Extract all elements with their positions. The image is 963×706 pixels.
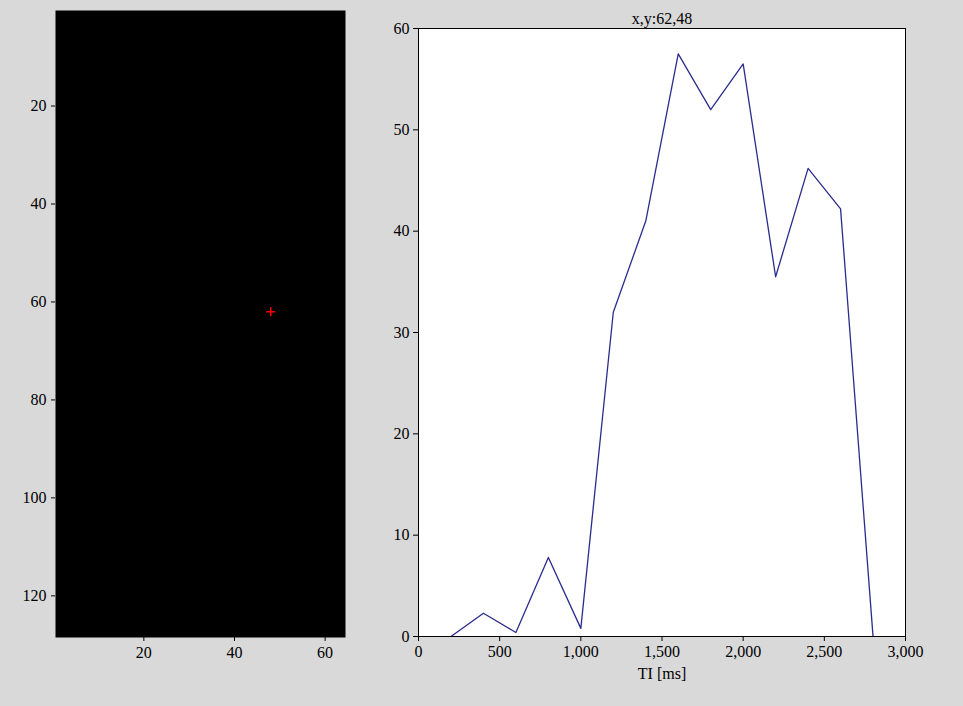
svg-text:2,000: 2,000: [725, 643, 761, 660]
svg-text:x,y:62,48: x,y:62,48: [632, 10, 692, 28]
svg-text:120: 120: [23, 587, 47, 604]
svg-text:3,000: 3,000: [888, 643, 924, 660]
svg-text:100: 100: [23, 489, 47, 506]
svg-text:80: 80: [31, 391, 47, 408]
svg-text:20: 20: [136, 644, 152, 661]
svg-text:TI [ms]: TI [ms]: [638, 665, 686, 682]
svg-text:20: 20: [31, 97, 47, 114]
svg-text:60: 60: [31, 293, 47, 310]
svg-text:10: 10: [394, 526, 410, 543]
svg-text:2,500: 2,500: [806, 643, 842, 660]
svg-text:0: 0: [415, 643, 423, 660]
svg-text:50: 50: [394, 121, 410, 138]
svg-text:40: 40: [394, 222, 410, 239]
svg-text:500: 500: [488, 643, 512, 660]
svg-text:30: 30: [394, 324, 410, 341]
svg-text:1,000: 1,000: [563, 643, 599, 660]
svg-text:1,500: 1,500: [644, 643, 680, 660]
svg-text:20: 20: [394, 425, 410, 442]
svg-text:60: 60: [394, 20, 410, 37]
svg-text:40: 40: [226, 644, 242, 661]
svg-text:0: 0: [402, 628, 410, 645]
svg-text:60: 60: [317, 644, 333, 661]
svg-text:40: 40: [31, 195, 47, 212]
